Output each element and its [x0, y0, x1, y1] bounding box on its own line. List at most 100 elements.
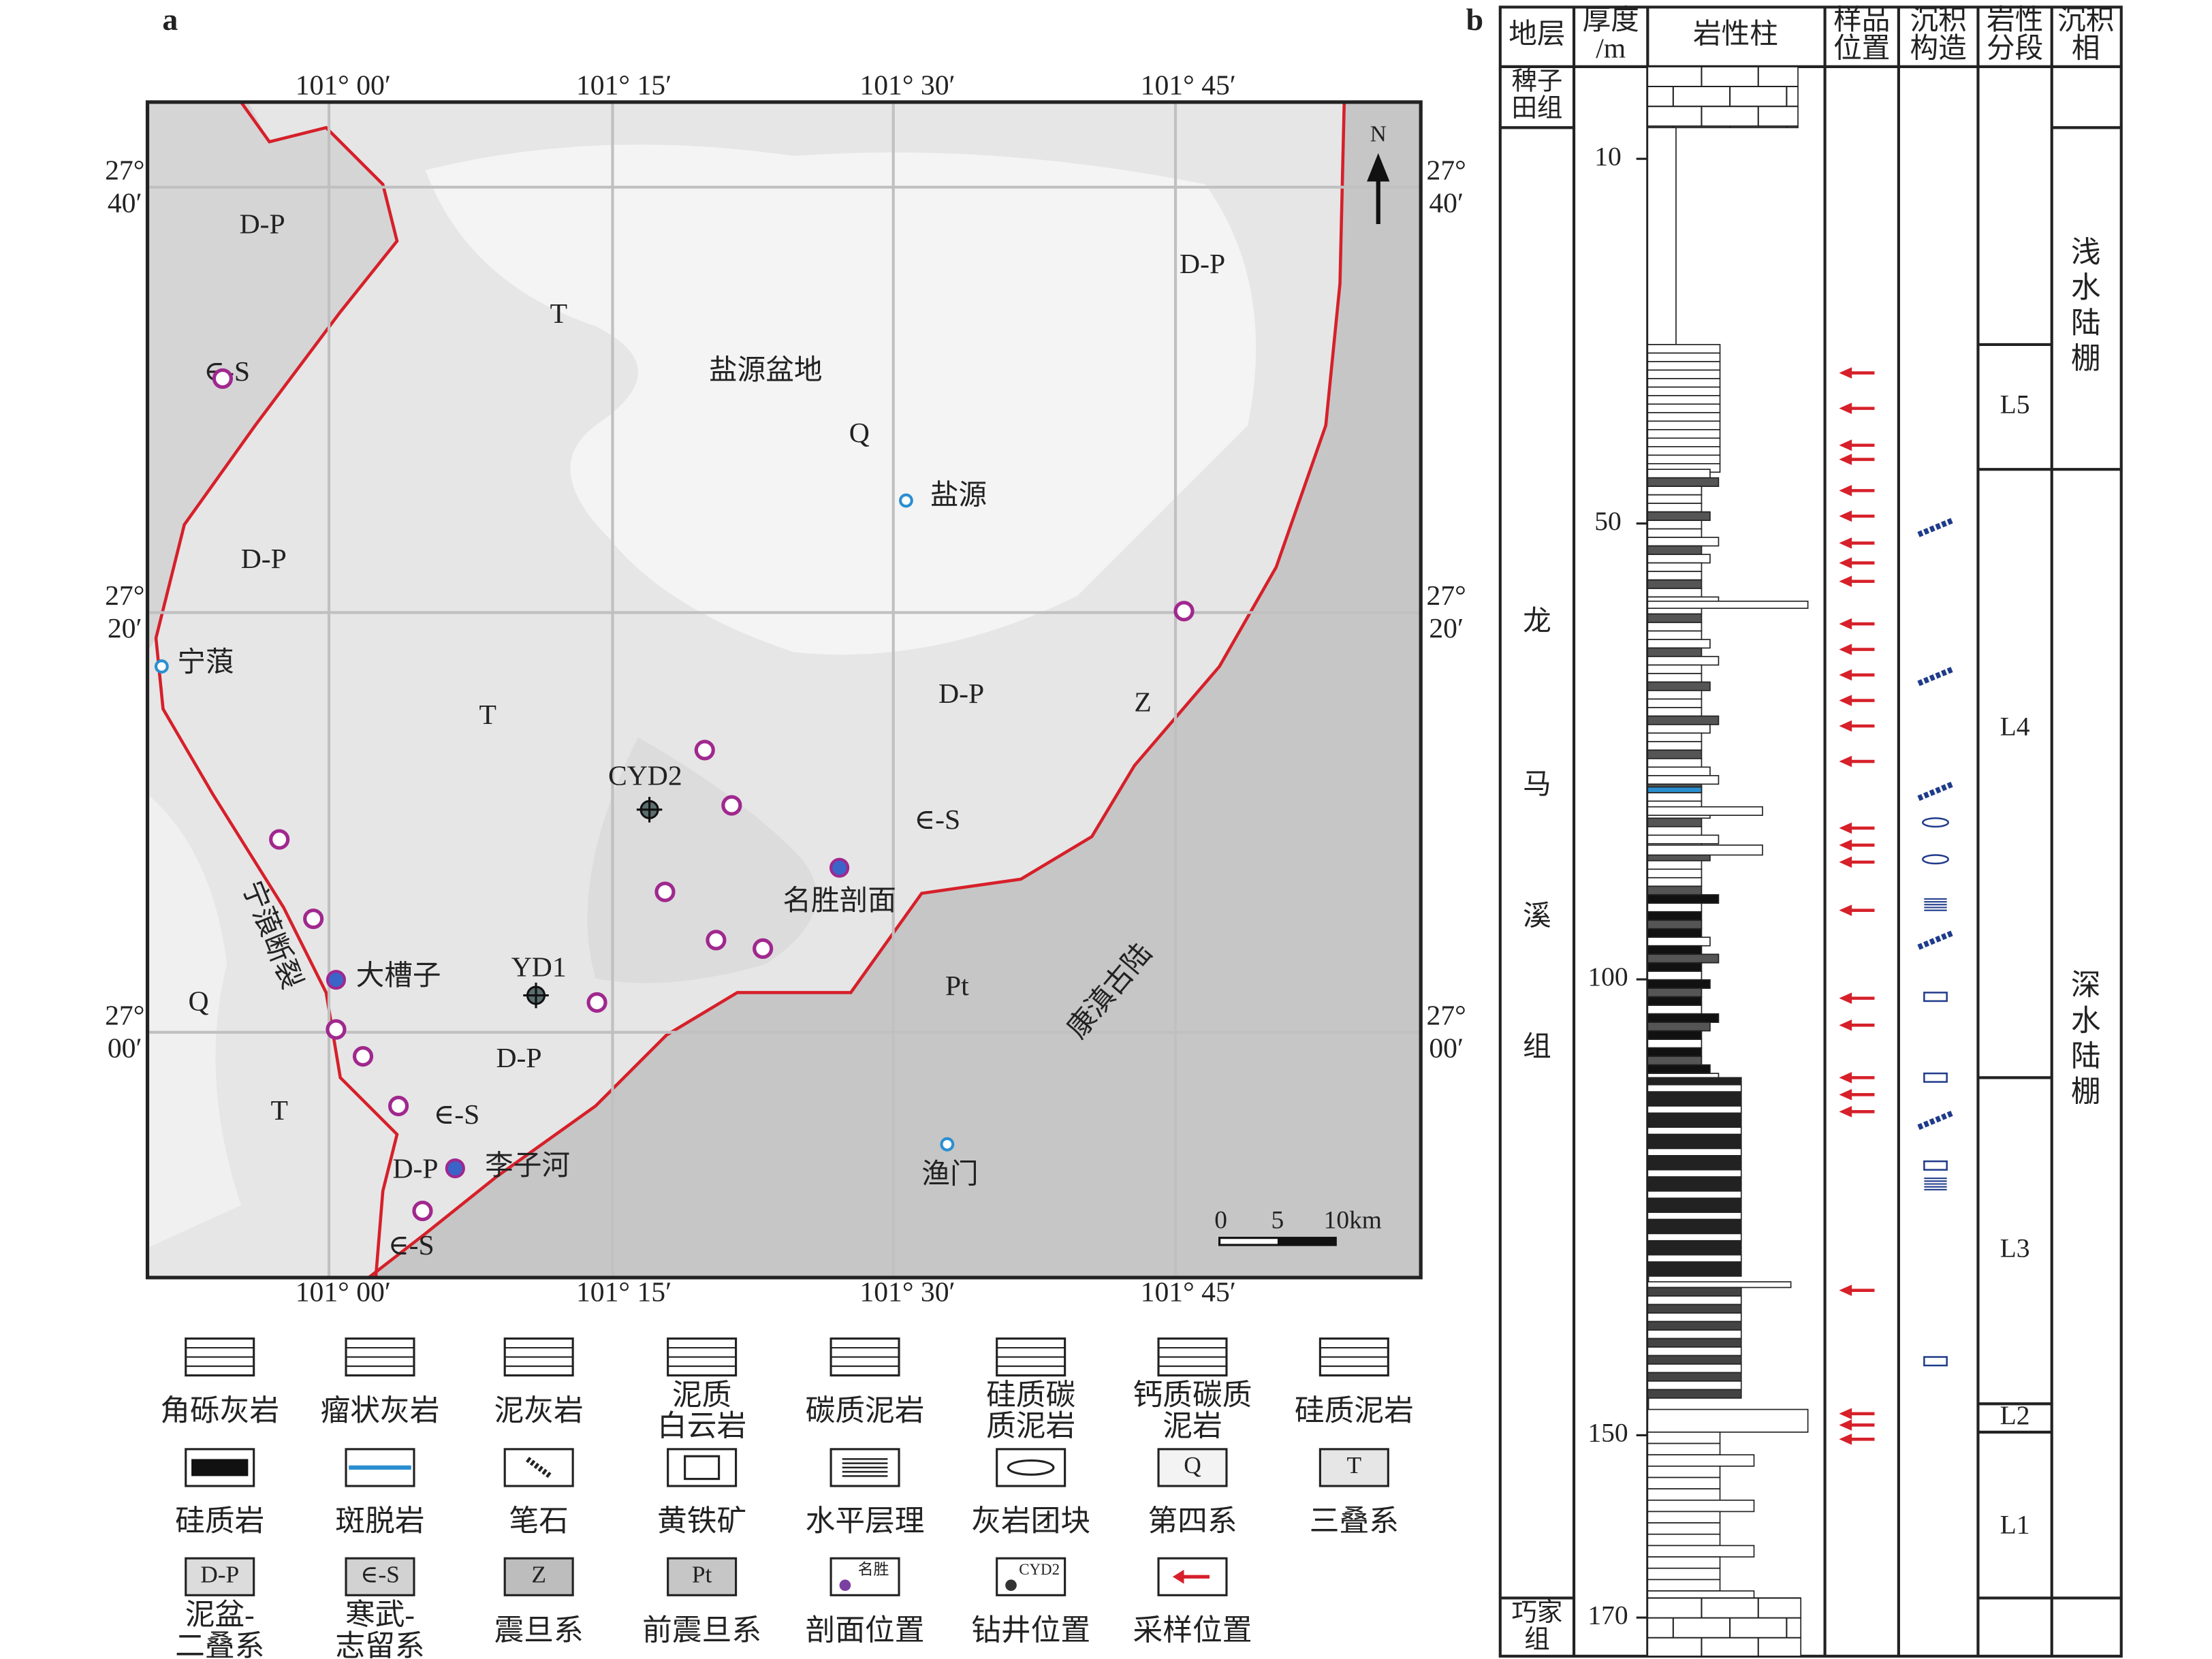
legend-label: 三叠系 — [1310, 1505, 1399, 1538]
bed — [1647, 996, 1703, 1007]
bed — [1647, 545, 1703, 555]
sample-arrow-head — [1839, 644, 1852, 655]
bed — [1647, 1254, 1742, 1263]
sample-arrow-head — [1839, 1284, 1852, 1296]
bed — [1647, 1047, 1703, 1057]
bed — [1647, 844, 1763, 856]
facies-label: 水 — [2071, 272, 2101, 304]
bed — [1647, 420, 1721, 430]
legend-symbol — [1157, 1448, 1228, 1487]
sample-arrow-head — [1839, 485, 1852, 496]
bed — [1647, 749, 1703, 759]
sample-site — [269, 829, 290, 850]
map-label: Z — [1134, 686, 1151, 718]
bed — [1647, 1091, 1742, 1100]
bed — [1647, 1295, 1742, 1306]
nodule — [1922, 817, 1949, 828]
panel-label: a — [162, 2, 178, 37]
formation-label: 田组 — [1511, 95, 1562, 123]
bed — [1647, 127, 1677, 345]
sample-site — [586, 992, 607, 1013]
legend-label: 震旦系 — [494, 1615, 584, 1647]
legend-label: 钻井位置 — [971, 1615, 1090, 1647]
legend-label: 硅质泥岩 — [1295, 1395, 1414, 1427]
bed — [1647, 639, 1711, 649]
sample-site — [326, 1019, 347, 1040]
bed — [1647, 571, 1703, 581]
legend-symbol — [503, 1557, 574, 1596]
bed — [1647, 1389, 1742, 1399]
graptolite — [1917, 930, 1954, 950]
legend-symbol — [185, 1557, 255, 1596]
legend-label: 剖面位置 — [806, 1615, 925, 1647]
map-frame — [145, 100, 1423, 1280]
bed — [1647, 1432, 1721, 1444]
latitude-label: 27° — [1427, 155, 1466, 187]
pyrite — [1923, 992, 1948, 1002]
sample-arrow-head — [1839, 755, 1852, 768]
bed — [1647, 386, 1721, 396]
bed — [1647, 1162, 1742, 1171]
bed — [1647, 588, 1703, 598]
legend-label: 质泥岩 — [986, 1410, 1075, 1443]
bed — [1647, 1329, 1742, 1340]
bed — [1647, 732, 1703, 742]
legend-label: 泥灰岩 — [494, 1395, 584, 1427]
pyrite — [1923, 1160, 1948, 1171]
formation-label: 龙 — [1523, 606, 1551, 637]
bed — [1647, 1077, 1742, 1086]
column-header: 样品 — [1833, 5, 1890, 36]
latitude-label: 00′ — [1429, 1032, 1464, 1064]
bed — [1647, 1119, 1742, 1128]
formation-label: 组 — [1524, 1626, 1549, 1654]
column-header: 厚度 — [1583, 5, 1639, 36]
bed — [1647, 792, 1703, 802]
sample-arrow-head — [1839, 839, 1852, 851]
place-label: 宁蒗 — [177, 647, 234, 678]
bed — [1647, 511, 1711, 521]
legend-symbol-text: 名胜 — [858, 1561, 889, 1578]
bed — [1647, 970, 1703, 981]
formation-label: 溪 — [1523, 901, 1551, 932]
legend-label: 钙质碳质 — [1133, 1379, 1252, 1412]
bed — [1647, 1268, 1742, 1277]
bed — [1647, 630, 1703, 640]
bed — [1647, 412, 1721, 422]
legend-label: 泥岩 — [1163, 1410, 1222, 1443]
bed — [1647, 766, 1711, 776]
longitude-label: 101° 00′ — [296, 70, 391, 101]
depth-label: 170 — [1587, 1600, 1628, 1630]
bed — [1647, 437, 1721, 447]
legend-pattern — [1172, 1569, 1184, 1584]
legend-symbol-text: CYD2 — [1019, 1561, 1060, 1578]
legend-label: 水平层理 — [806, 1505, 925, 1538]
place-label: YD1 — [511, 952, 567, 983]
bed — [1647, 613, 1703, 623]
bed — [1647, 673, 1703, 683]
map-label: 盐源盆地 — [709, 355, 823, 386]
legend-symbol — [667, 1557, 738, 1596]
bed — [1647, 1281, 1792, 1289]
legend-symbol-text: Pt — [692, 1560, 712, 1587]
bed — [1647, 1084, 1742, 1093]
graptolite — [1917, 666, 1954, 686]
latitude-label: 40′ — [1429, 187, 1464, 219]
longitude-label: 101° 30′ — [859, 70, 955, 101]
bed — [1647, 1013, 1720, 1023]
bed — [1647, 1141, 1742, 1150]
bed — [1647, 1190, 1742, 1199]
legend-label: 泥盆- — [185, 1599, 255, 1632]
facies-label: 棚 — [2071, 1075, 2101, 1108]
place-label: 盐源 — [930, 479, 987, 511]
legend-label: 硅质碳 — [986, 1379, 1075, 1412]
latitude-label: 00′ — [108, 1032, 142, 1064]
map-label: ∈-S — [388, 1230, 434, 1261]
legend-pattern — [1005, 1579, 1017, 1592]
bed — [1647, 446, 1721, 456]
column-header: 相 — [2072, 33, 2100, 65]
map-label: ∈-S — [434, 1099, 480, 1131]
map-label: D-P — [1180, 249, 1225, 280]
column-header: 岩性柱 — [1693, 19, 1778, 50]
unit-label: L2 — [2000, 1400, 2030, 1430]
